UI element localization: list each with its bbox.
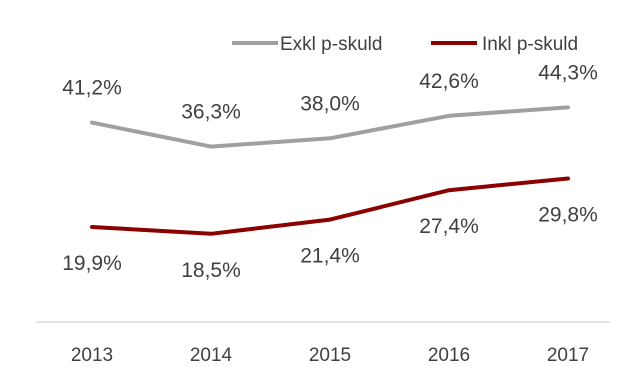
x-tick-label: 2014	[190, 345, 233, 366]
x-tick-label: 2013	[71, 345, 113, 366]
data-label: 19,9%	[62, 252, 122, 275]
series-layer	[90, 105, 570, 236]
data-label: 18,5%	[181, 259, 241, 282]
data-label: 27,4%	[419, 215, 479, 238]
data-label: 41,2%	[62, 77, 122, 100]
data-label: 29,8%	[538, 204, 598, 227]
x-tick-label: 2015	[309, 345, 351, 366]
x-tick-label: 2016	[428, 345, 470, 366]
data-label: 38,0%	[300, 92, 360, 115]
series-line-1	[90, 105, 570, 149]
data-label: 44,3%	[538, 61, 598, 84]
data-label: 21,4%	[300, 245, 360, 268]
x-tick-label: 2017	[547, 345, 589, 366]
data-label: 42,6%	[419, 70, 479, 93]
x-axis-tick-labels: 2013 2014 2015 2016 2017	[71, 345, 589, 366]
legend-label-1: Exkl p-skuld	[280, 34, 382, 55]
data-labels: 41,2% 36,3% 38,0% 42,6% 44,3% 19,9% 18,5% 21,4%…	[62, 61, 598, 282]
legend: Exkl p-skuld Inkl p-skuld	[232, 34, 578, 55]
data-label: 36,3%	[181, 101, 241, 124]
legend-label-2: Inkl p-skuld	[482, 34, 578, 55]
series-line-2	[90, 176, 570, 236]
